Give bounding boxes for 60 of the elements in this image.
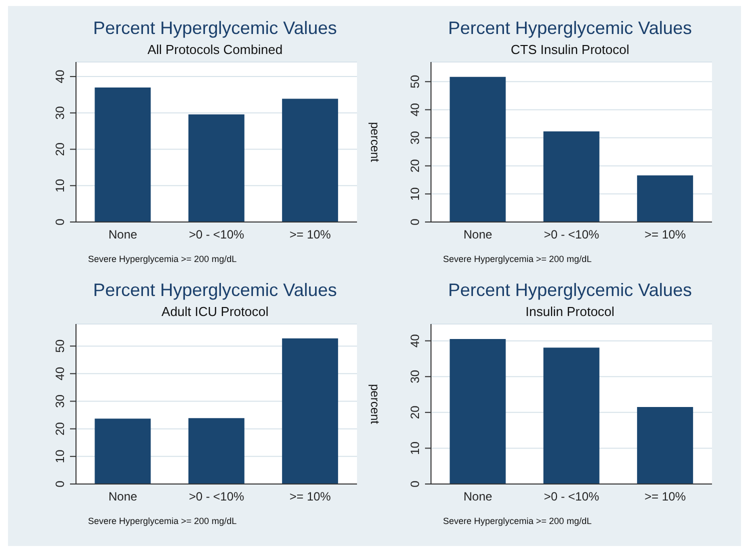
x-tick-label: >0 - <10% [188, 228, 245, 242]
chart-title: Percent Hyperglycemic Values [92, 18, 338, 39]
chart-title: Percent Hyperglycemic Values [92, 280, 338, 301]
bar [188, 114, 244, 222]
bar [94, 87, 151, 222]
chart-subtitle: Insulin Protocol [524, 304, 616, 319]
bar [637, 175, 694, 222]
y-tick-label: 40 [408, 102, 422, 116]
x-tick-label: >= 10% [644, 228, 686, 242]
y-tick-label: 30 [408, 130, 422, 144]
chart-title: Percent Hyperglycemic Values [447, 280, 693, 301]
y-axis-title: percent [368, 384, 382, 425]
x-axis-title: Severe Hyperglycemia >= 200 mg/dL [88, 516, 237, 526]
x-axis-title: Severe Hyperglycemia >= 200 mg/dL [443, 254, 592, 264]
x-tick-label: None [463, 228, 493, 242]
x-tick-label: None [463, 490, 493, 504]
y-tick-label: 10 [53, 449, 67, 464]
bar [543, 131, 600, 222]
y-tick-label: 50 [408, 74, 422, 88]
chart-title: Percent Hyperglycemic Values [447, 18, 693, 39]
y-tick-label: 0 [408, 218, 422, 226]
y-axis-title: percent [368, 122, 382, 163]
y-tick-label: 40 [408, 334, 422, 348]
x-tick-label: None [108, 490, 138, 504]
x-tick-label: >0 - <10% [544, 490, 600, 504]
y-tick-label: 10 [53, 178, 67, 192]
y-tick-label: 20 [53, 422, 67, 436]
x-tick-label: >= 10% [289, 228, 332, 242]
bar [637, 407, 694, 484]
y-tick-label: 0 [408, 480, 422, 488]
bar [543, 348, 600, 484]
y-tick-label: 20 [408, 405, 422, 420]
y-tick-label: 20 [53, 142, 67, 156]
y-tick-label: 10 [408, 441, 422, 455]
x-tick-label: >0 - <10% [188, 490, 245, 504]
y-tick-label: 30 [53, 394, 67, 408]
y-tick-label: 30 [53, 106, 67, 120]
y-tick-label: 50 [53, 339, 67, 353]
bar [282, 98, 338, 222]
x-tick-label: >0 - <10% [544, 228, 600, 242]
x-tick-label: None [108, 228, 138, 242]
bar [282, 338, 338, 484]
y-tick-label: 0 [53, 218, 67, 226]
bar [450, 76, 506, 222]
y-tick-label: 40 [53, 366, 67, 380]
x-tick-label: >= 10% [289, 490, 332, 504]
bar [450, 339, 506, 484]
y-tick-label: 40 [53, 70, 67, 84]
y-tick-label: 0 [53, 480, 67, 488]
x-axis-title: Severe Hyperglycemia >= 200 mg/dL [443, 516, 592, 526]
bar [188, 418, 244, 484]
chart-subtitle: CTS Insulin Protocol [510, 42, 630, 57]
y-tick-label: 10 [408, 186, 422, 201]
chart-subtitle: All Protocols Combined [146, 42, 284, 57]
y-tick-label: 20 [408, 158, 422, 173]
bar [94, 418, 151, 484]
y-tick-label: 30 [408, 370, 422, 384]
x-tick-label: >= 10% [644, 490, 686, 504]
x-axis-title: Severe Hyperglycemia >= 200 mg/dL [88, 254, 237, 264]
chart-subtitle: Adult ICU Protocol [160, 304, 270, 319]
